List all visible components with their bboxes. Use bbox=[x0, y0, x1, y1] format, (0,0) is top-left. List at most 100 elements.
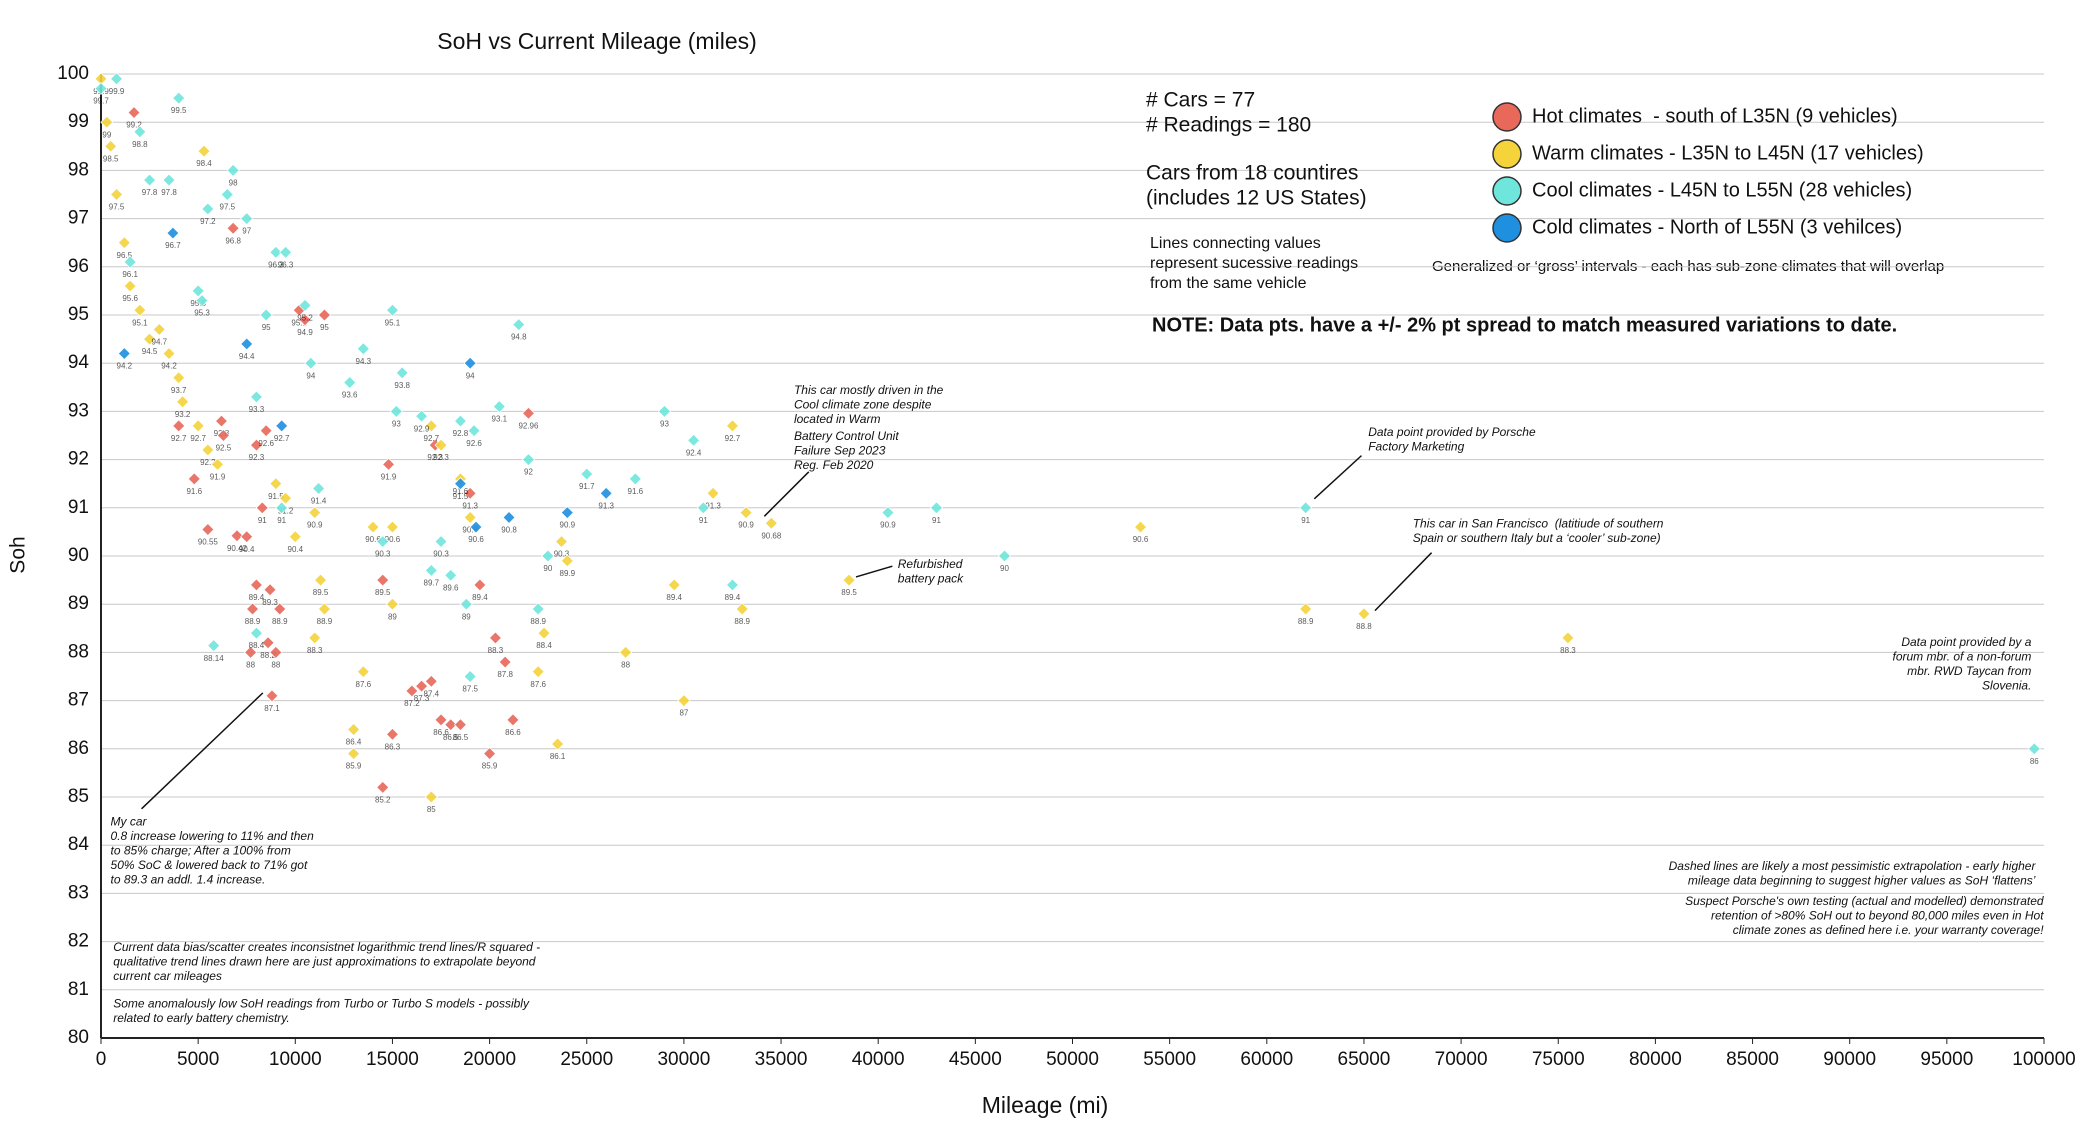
point bbox=[288, 530, 302, 544]
point bbox=[117, 236, 131, 250]
point bbox=[162, 173, 176, 187]
point-label: 90.9 bbox=[307, 521, 323, 530]
point bbox=[463, 510, 477, 525]
point bbox=[313, 573, 328, 587]
point-label: 99.5 bbox=[171, 106, 187, 115]
point-label: 88 bbox=[621, 661, 630, 670]
point-label: 90.6 bbox=[385, 535, 401, 544]
point-label: 89.6 bbox=[443, 583, 459, 592]
legend-label: Warm climates - L35N to L45N (17 vehicle… bbox=[1532, 142, 1924, 164]
legend-marker bbox=[1492, 213, 1522, 243]
point-label: 87.6 bbox=[356, 680, 372, 689]
point-label: 91.2 bbox=[278, 506, 294, 515]
point-label: 95.6 bbox=[122, 294, 138, 303]
point-label: 91 bbox=[277, 516, 286, 525]
point bbox=[216, 428, 230, 443]
point-label: 86.4 bbox=[346, 738, 362, 747]
point bbox=[453, 477, 468, 491]
point bbox=[123, 279, 137, 293]
annotation: Data point provided by a bbox=[1901, 635, 2031, 649]
point bbox=[459, 597, 473, 611]
x-tick-label: 10000 bbox=[269, 1049, 322, 1070]
point-label: 97 bbox=[242, 227, 251, 236]
point-label: 91.3 bbox=[598, 501, 614, 510]
point bbox=[226, 163, 240, 177]
point-label: 96.1 bbox=[122, 270, 138, 279]
legend-label: Hot climates - south of L35N (9 vehicles… bbox=[1532, 105, 1898, 127]
point bbox=[275, 501, 289, 515]
point-label: 87.8 bbox=[497, 670, 513, 679]
point-label: 89.4 bbox=[249, 593, 265, 602]
point bbox=[166, 226, 180, 240]
point bbox=[929, 501, 944, 515]
point-label: 98.5 bbox=[103, 154, 119, 163]
stats-text: Cars from 18 countires bbox=[1146, 162, 1358, 185]
point-label: 86.6 bbox=[505, 728, 521, 737]
y-tick-label: 97 bbox=[68, 208, 89, 229]
point-label: 85.2 bbox=[375, 795, 391, 804]
annotation: This car mostly driven in the bbox=[794, 383, 944, 397]
point-label: 88.3 bbox=[488, 646, 504, 655]
point bbox=[1299, 602, 1313, 616]
y-tick-label: 82 bbox=[68, 931, 89, 952]
point-label: 95.1 bbox=[291, 318, 307, 327]
point bbox=[317, 602, 332, 616]
point bbox=[376, 573, 390, 587]
lines-note: from the same vehicle bbox=[1150, 275, 1307, 292]
y-tick-label: 86 bbox=[68, 738, 89, 759]
point bbox=[376, 534, 390, 549]
annotation: located in Warm bbox=[794, 412, 880, 426]
point-label: 90.9 bbox=[560, 521, 576, 530]
point bbox=[308, 506, 322, 520]
point-label: 87.1 bbox=[264, 704, 280, 713]
y-tick-label: 84 bbox=[68, 834, 90, 855]
point-label: 89.4 bbox=[472, 593, 488, 602]
point bbox=[725, 419, 740, 433]
lines-note: represent sucessive readings bbox=[1150, 255, 1358, 272]
point bbox=[687, 433, 701, 447]
point-label: 89.5 bbox=[375, 588, 391, 597]
point bbox=[201, 443, 215, 457]
point bbox=[298, 298, 312, 312]
point bbox=[560, 554, 574, 568]
point bbox=[312, 481, 326, 496]
point bbox=[735, 602, 749, 616]
point-label: 98.8 bbox=[132, 140, 148, 149]
point-label: 92.7 bbox=[274, 434, 290, 443]
point-label: 90.3 bbox=[375, 550, 391, 559]
point-label: 99.2 bbox=[126, 121, 142, 130]
legend-label: Cold climates - North of L55N (3 vehilce… bbox=[1532, 216, 1902, 238]
point bbox=[506, 713, 520, 727]
point bbox=[424, 790, 438, 804]
point-label: 88.9 bbox=[272, 617, 288, 626]
point bbox=[444, 568, 458, 582]
point bbox=[881, 506, 895, 520]
point-label: 86.5 bbox=[443, 733, 459, 742]
point-label: 88.9 bbox=[1298, 617, 1314, 626]
x-tick-label: 60000 bbox=[1240, 1049, 1293, 1070]
y-tick-label: 89 bbox=[68, 593, 89, 614]
point-label: 96.3 bbox=[278, 260, 294, 269]
annotation: Slovenia. bbox=[1982, 679, 2031, 693]
point bbox=[1357, 607, 1371, 621]
point bbox=[619, 645, 633, 659]
point bbox=[366, 520, 380, 534]
point bbox=[385, 727, 400, 741]
point-label: 92.3 bbox=[433, 453, 449, 462]
point bbox=[415, 409, 429, 423]
point-label: 90.6 bbox=[468, 535, 484, 544]
point-label: 86.1 bbox=[550, 752, 566, 761]
point bbox=[521, 406, 536, 420]
annotation: qualitative trend lines drawn here are j… bbox=[113, 954, 536, 968]
point bbox=[245, 602, 260, 616]
point-label: 86.3 bbox=[385, 742, 401, 751]
x-tick-label: 85000 bbox=[1726, 1049, 1779, 1070]
point bbox=[191, 284, 205, 298]
point-label: 89 bbox=[388, 612, 397, 621]
point bbox=[381, 457, 396, 471]
point bbox=[356, 665, 370, 679]
y-tick-label: 85 bbox=[68, 786, 89, 807]
point bbox=[395, 366, 409, 380]
point-label: 92.6 bbox=[466, 439, 482, 448]
point bbox=[211, 457, 225, 471]
